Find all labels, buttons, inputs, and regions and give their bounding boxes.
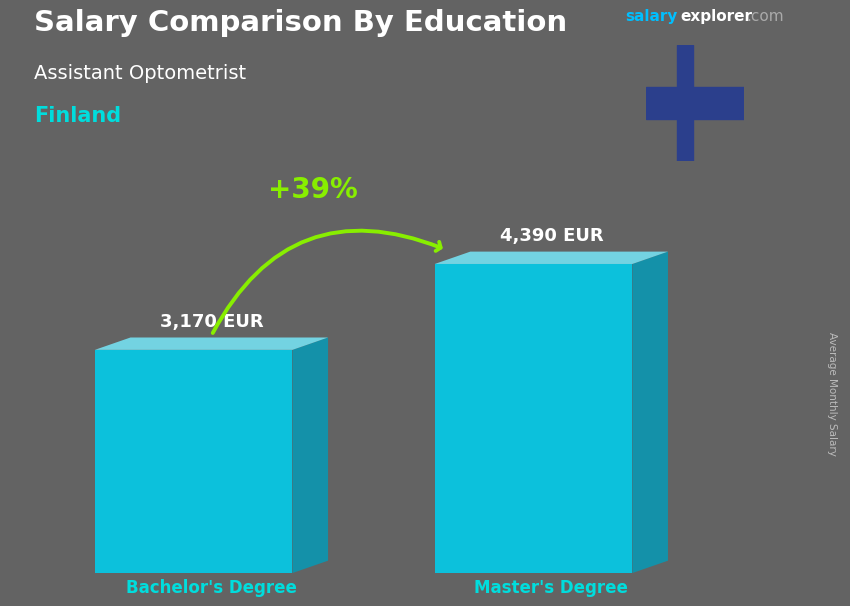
- Text: Master's Degree: Master's Degree: [474, 579, 628, 598]
- Text: salary: salary: [625, 9, 677, 24]
- Text: Finland: Finland: [34, 106, 121, 126]
- Polygon shape: [435, 264, 632, 573]
- Polygon shape: [95, 338, 328, 350]
- Polygon shape: [632, 251, 668, 573]
- Text: explorer: explorer: [680, 9, 752, 24]
- Polygon shape: [292, 338, 328, 573]
- Text: Salary Comparison By Education: Salary Comparison By Education: [34, 9, 567, 37]
- Text: Average Monthly Salary: Average Monthly Salary: [827, 332, 837, 456]
- Bar: [677, 45, 694, 161]
- Bar: [646, 87, 744, 119]
- Polygon shape: [95, 350, 292, 573]
- Polygon shape: [435, 251, 668, 264]
- Text: .com: .com: [746, 9, 784, 24]
- Text: +39%: +39%: [268, 176, 358, 204]
- Text: Bachelor's Degree: Bachelor's Degree: [126, 579, 297, 598]
- Text: 3,170 EUR: 3,170 EUR: [160, 313, 264, 331]
- Text: Assistant Optometrist: Assistant Optometrist: [34, 64, 246, 82]
- Text: 4,390 EUR: 4,390 EUR: [500, 227, 604, 245]
